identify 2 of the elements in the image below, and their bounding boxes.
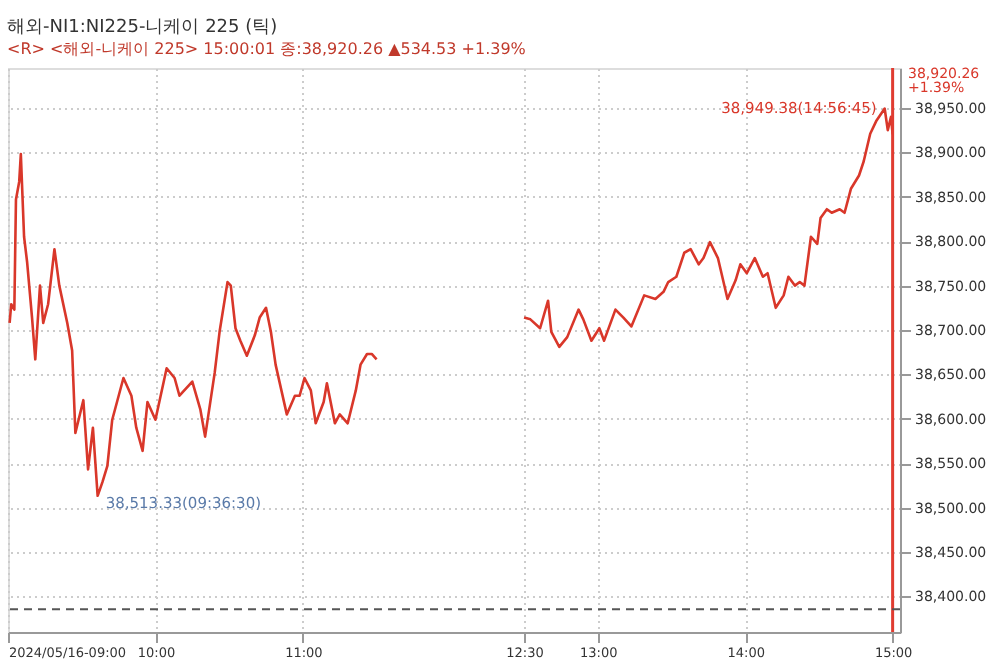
chart-title: 해외-NI1:NI225-니케이 225 (틱) bbox=[7, 18, 278, 38]
chart-subtitle: <R> <해외-니케이 225> 15:00:01 종:38,920.26 ▲534.53 +1.39% bbox=[7, 40, 527, 58]
